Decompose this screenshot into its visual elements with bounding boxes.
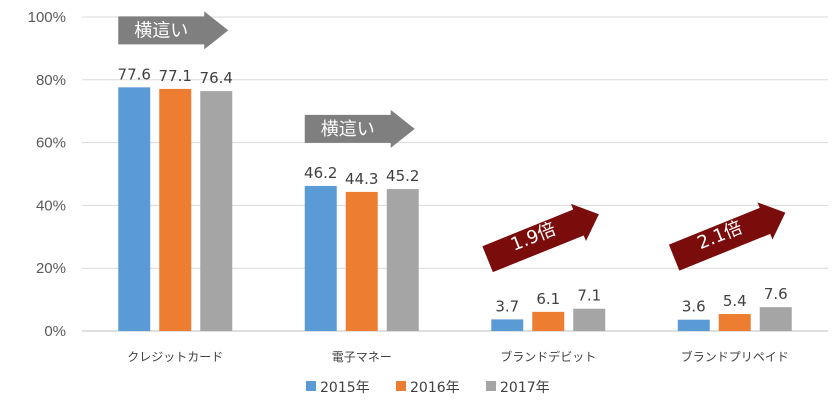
bar xyxy=(386,189,419,331)
data-label: 45.2 xyxy=(386,167,419,185)
x-category-label: 電子マネー xyxy=(332,350,392,364)
bar xyxy=(200,91,233,331)
data-label: 44.3 xyxy=(345,170,378,188)
y-tick-label: 60% xyxy=(36,135,66,152)
data-label: 5.4 xyxy=(723,292,747,310)
arrow-label: 横這い xyxy=(321,119,375,140)
legend: 2015年 2016年 2017年 xyxy=(306,380,550,396)
bar xyxy=(718,314,751,331)
flat-trend-arrow: 横這い xyxy=(304,109,415,148)
bar xyxy=(304,185,337,331)
y-tick-label: 0% xyxy=(44,323,66,340)
legend-swatch xyxy=(486,381,496,391)
x-axis: クレジットカード 電子マネー ブランドデビット ブランドプリペイド xyxy=(127,349,789,364)
legend-label: 2015年 xyxy=(320,380,370,396)
bar xyxy=(491,319,524,331)
x-category-label: ブランドプリペイド xyxy=(681,349,789,364)
bar xyxy=(573,308,606,331)
y-tick-label: 80% xyxy=(36,72,66,89)
bar xyxy=(118,87,151,331)
arrow-shape xyxy=(118,11,229,50)
data-label: 3.6 xyxy=(682,298,706,316)
bars xyxy=(118,87,792,331)
legend-label: 2017年 xyxy=(500,380,550,396)
data-label: 76.4 xyxy=(200,69,233,87)
y-tick-label: 20% xyxy=(36,260,66,277)
flat-trend-arrow: 横這い xyxy=(118,11,229,50)
data-labels: 77.6 77.1 76.4 46.2 44.3 45.2 3.7 6.1 7.1 3.6 5.4 7… xyxy=(118,65,788,315)
data-label: 7.1 xyxy=(577,287,601,305)
bar xyxy=(159,88,192,331)
rising-trend-arrow: 1.9倍 xyxy=(482,203,599,273)
bar xyxy=(677,319,710,331)
legend-swatch xyxy=(396,381,406,391)
bar xyxy=(345,191,378,331)
bar xyxy=(759,307,792,331)
arrow-shape xyxy=(482,203,599,273)
rising-trend-arrow: 2.1倍 xyxy=(668,202,786,271)
data-label: 77.1 xyxy=(159,67,192,85)
legend-label: 2016年 xyxy=(410,380,460,396)
x-category-label: ブランドデビット xyxy=(500,349,596,364)
data-label: 77.6 xyxy=(118,65,151,83)
arrow-label: 横這い xyxy=(134,20,188,41)
arrow-shape xyxy=(668,202,786,271)
legend-swatch xyxy=(306,381,316,391)
y-tick-label: 100% xyxy=(28,9,66,26)
data-label: 7.6 xyxy=(764,285,788,303)
bar xyxy=(532,311,565,331)
gridlines xyxy=(82,16,828,332)
arrow-shape xyxy=(304,109,415,148)
y-axis: 0% 20% 40% 60% 80% 100% xyxy=(28,9,66,340)
x-category-label: クレジットカード xyxy=(127,350,223,364)
data-label: 3.7 xyxy=(495,297,519,315)
data-label: 6.1 xyxy=(536,290,560,308)
data-label: 46.2 xyxy=(304,164,337,182)
y-tick-label: 40% xyxy=(36,197,66,214)
